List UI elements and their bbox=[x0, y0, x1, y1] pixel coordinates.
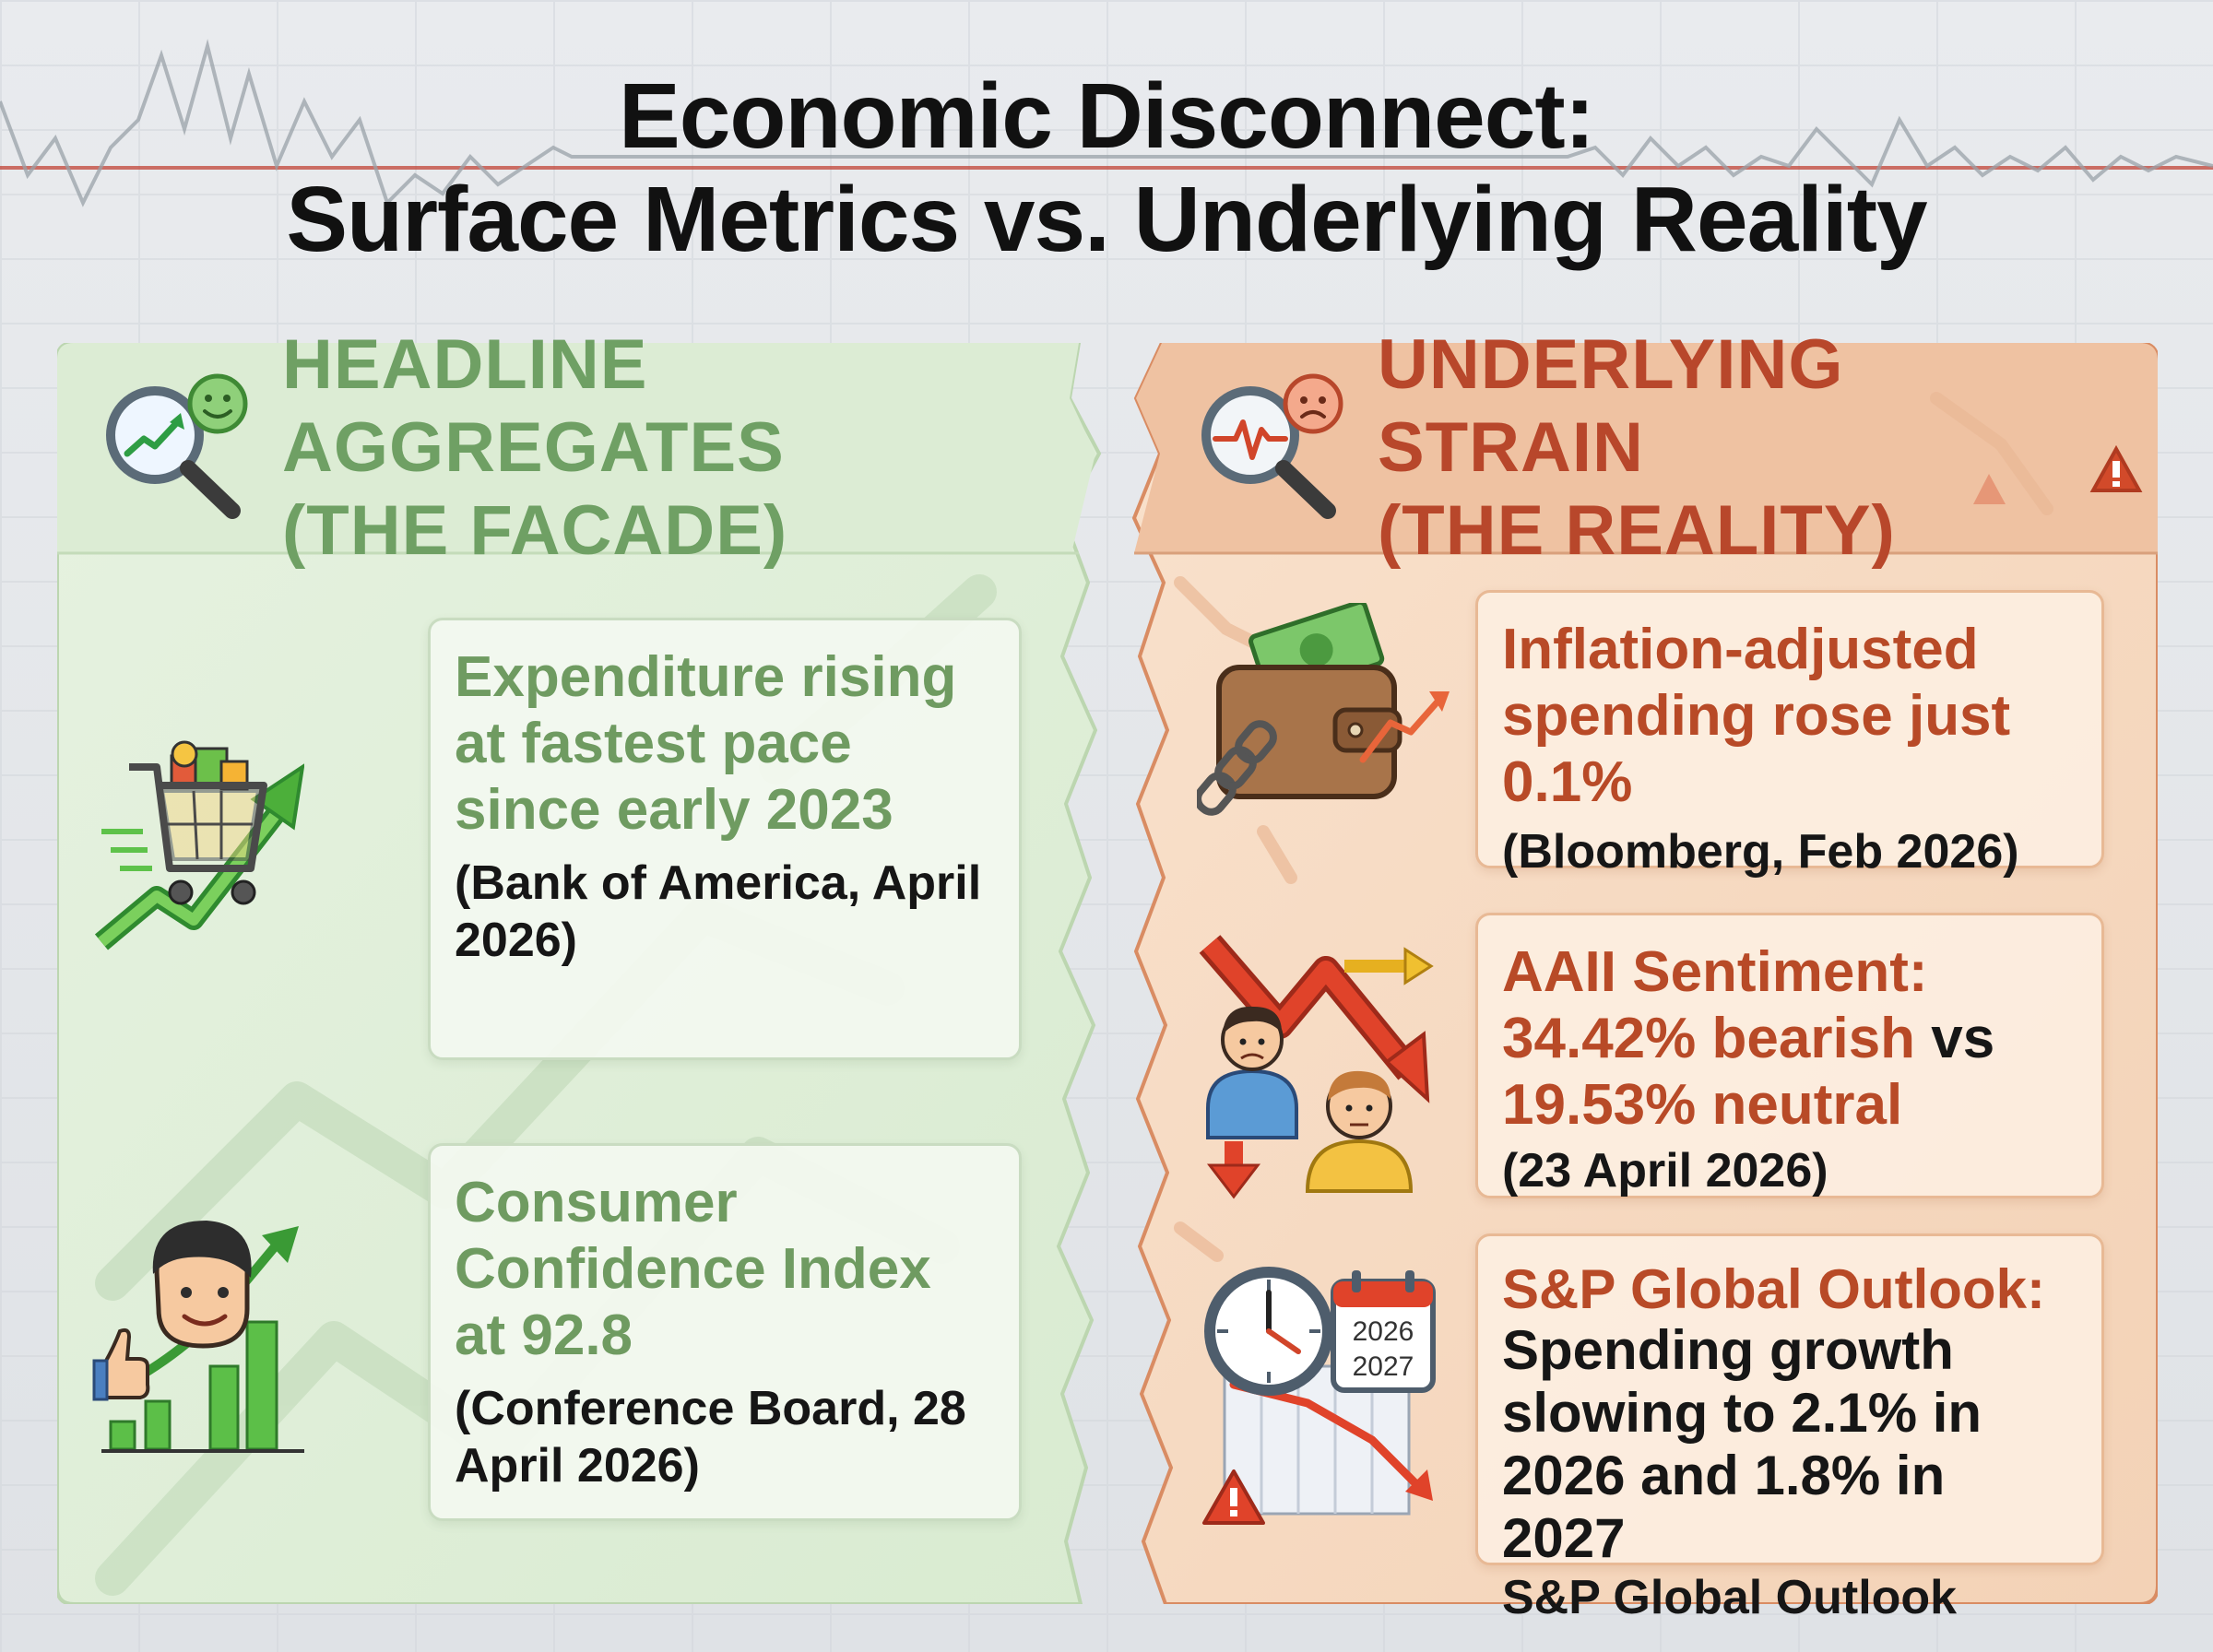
page-title: Economic Disconnect: Surface Metrics vs.… bbox=[0, 65, 2213, 271]
background-ticker-line bbox=[0, 39, 2213, 207]
aaii-vs-text: vs bbox=[1915, 1007, 1995, 1070]
inflation-adjusted-card: Inflation-adjusted spending rose just 0.… bbox=[1475, 590, 2104, 879]
aaii-bearish-value: 34.42% bearish bbox=[1502, 1007, 1916, 1070]
expenditure-card: Expenditure rising at fastest pace since… bbox=[428, 618, 1022, 1060]
title-line-2: Surface Metrics vs. Underlying Reality bbox=[286, 168, 1927, 271]
worried-people-down-arrow-icon bbox=[1199, 935, 1434, 1199]
sp-global-outlook-body: Spending growth slowing to 2.1% in 2026 … bbox=[1502, 1319, 1982, 1569]
sp-global-outlook-source: S&P Global Outlook bbox=[1502, 1571, 1958, 1624]
right-panel-header: UNDERLYING STRAIN (THE REALITY) bbox=[1125, 325, 2130, 570]
aaii-sentiment-card: AAII Sentiment: 34.42% bearish vs 19.53%… bbox=[1475, 913, 2104, 1198]
consumer-confidence-source: (Conference Board, 28 April 2026) bbox=[455, 1382, 966, 1493]
inflation-adjusted-source: (Bloomberg, Feb 2026) bbox=[1502, 825, 2019, 879]
sp-global-outlook-card: S&P Global Outlook: Spending growth slow… bbox=[1475, 1233, 2104, 1624]
aaii-sentiment-title: AAII Sentiment: bbox=[1502, 940, 1928, 1004]
magnifier-chart-smiley-icon bbox=[106, 373, 248, 519]
aaii-sentiment-source: (23 April 2026) bbox=[1502, 1144, 1828, 1198]
right-heading-line-2: (THE REALITY) bbox=[1378, 491, 1896, 570]
headline-aggregates-panel: HEADLINE AGGREGATES (THE FACADE) Expendi… bbox=[57, 325, 1104, 1604]
wallet-chain-cash-icon bbox=[1197, 603, 1450, 816]
left-heading-line-2: (THE FACADE) bbox=[282, 491, 788, 570]
title-line-1: Economic Disconnect: bbox=[619, 65, 1595, 168]
right-heading-line-1: UNDERLYING STRAIN bbox=[1378, 325, 1844, 487]
expenditure-title: Expenditure rising at fastest pace since… bbox=[455, 645, 957, 842]
consumer-confidence-title: Consumer Confidence Index at 92.8 bbox=[455, 1171, 931, 1367]
happy-person-bar-chart-icon bbox=[92, 1221, 304, 1453]
calendar-year-2026: 2026 bbox=[1353, 1316, 1414, 1347]
sp-global-outlook-title: S&P Global Outlook: bbox=[1502, 1258, 2045, 1320]
magnifier-pulse-sad-icon bbox=[1201, 373, 1343, 519]
aaii-neutral-value: 19.53% neutral bbox=[1502, 1073, 1903, 1137]
left-panel-header: HEADLINE AGGREGATES (THE FACADE) bbox=[57, 325, 1071, 570]
left-heading-line-1: HEADLINE AGGREGATES bbox=[282, 325, 785, 487]
shopping-cart-rising-arrow-icon bbox=[94, 740, 304, 950]
underlying-strain-panel: UNDERLYING STRAIN (THE REALITY) Inflatio… bbox=[1125, 325, 2158, 1624]
aaii-sentiment-values: 34.42% bearish vs bbox=[1502, 1006, 2077, 1072]
inflation-adjusted-title: Inflation-adjusted spending rose just 0.… bbox=[1502, 618, 2011, 814]
right-panel-heading: UNDERLYING STRAIN (THE REALITY) bbox=[1378, 324, 2130, 572]
left-panel-heading: HEADLINE AGGREGATES (THE FACADE) bbox=[282, 324, 1071, 572]
expenditure-source: (Bank of America, April 2026) bbox=[455, 856, 982, 967]
clock-calendar-decline-icon: 2026 2027 bbox=[1202, 1267, 1436, 1525]
consumer-confidence-card: Consumer Confidence Index at 92.8 (Confe… bbox=[428, 1143, 1022, 1521]
calendar-year-2027: 2027 bbox=[1353, 1351, 1414, 1382]
